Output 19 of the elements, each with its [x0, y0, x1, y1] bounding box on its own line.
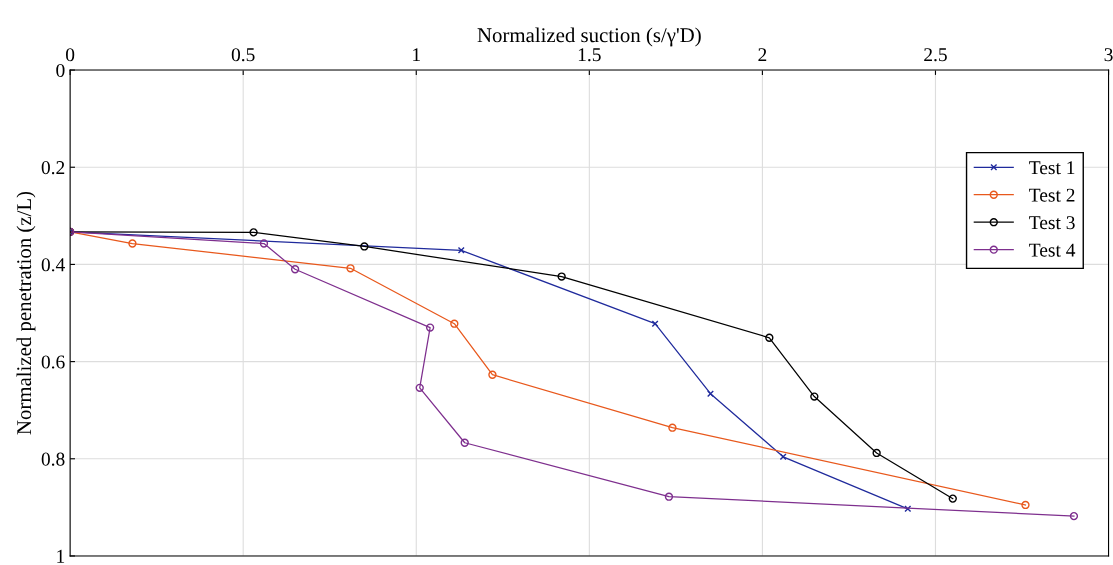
y-tick-label: 1: [57, 549, 65, 563]
x-tick-label: 1: [413, 48, 420, 62]
y-axis-title: Normalized penetration (z/L): [16, 191, 36, 435]
legend-label: Test 2: [1029, 188, 1075, 202]
legend-label: Test 1: [1029, 161, 1075, 175]
x-axis-title: Normalized suction (s/γ'D): [477, 27, 701, 47]
x-tick-label: 0.5: [231, 48, 255, 62]
x-tick-label: 2: [758, 48, 767, 62]
x-tick-label: 2.5: [924, 48, 947, 62]
y-tick-label: 0: [56, 63, 65, 77]
x-tick-label: 0: [66, 48, 75, 62]
y-tick-label: 0.4: [41, 258, 65, 272]
y-tick-label: 0.8: [41, 452, 65, 466]
x-tick-label: 3: [1104, 48, 1113, 62]
y-tick-label: 0.2: [41, 161, 65, 175]
legend-label: Test 4: [1029, 243, 1076, 257]
y-tick-label: 0.6: [41, 355, 65, 369]
x-tick-label: 1.5: [578, 48, 601, 62]
legend-label: Test 3: [1029, 216, 1075, 230]
